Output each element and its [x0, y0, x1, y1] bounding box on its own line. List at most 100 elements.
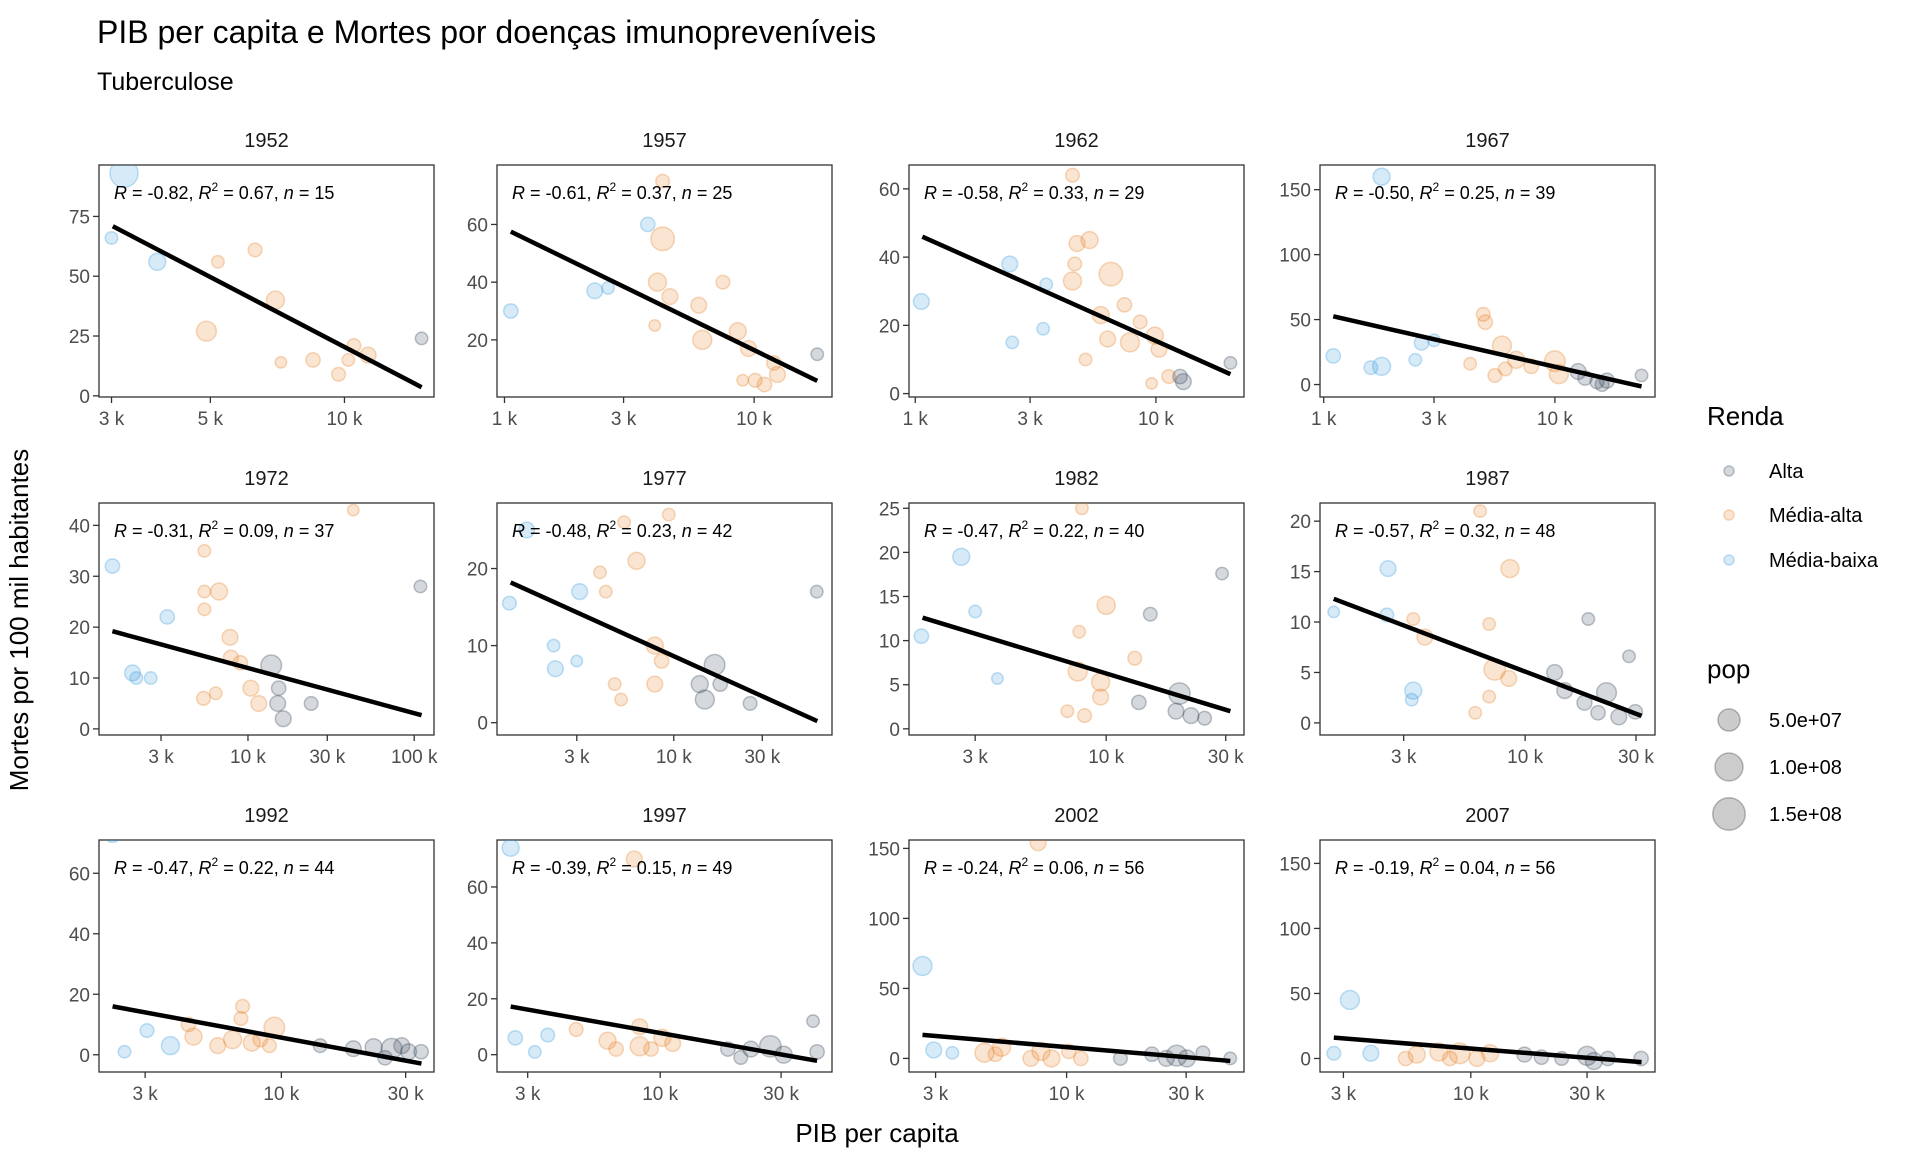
x-tick-label: 5 k [198, 409, 224, 430]
y-tick-label: 20 [467, 560, 488, 581]
data-point-média-alta [1482, 617, 1497, 632]
data-point-alta [303, 695, 319, 712]
annot-r2-value: = 0.04, [1439, 858, 1505, 878]
y-tick-label: 0 [889, 720, 900, 741]
x-tick-label: 10 k [1537, 409, 1573, 430]
data-point-média-alta [1074, 503, 1089, 516]
y-axis-label: Mortes por 100 mil habitantes [4, 449, 34, 792]
facet-strip-label: 1967 [1465, 130, 1510, 152]
facet-strip-label: 1957 [642, 130, 687, 152]
points-layer [104, 165, 429, 390]
regression-line [509, 580, 819, 724]
data-point-média-alta [1072, 624, 1087, 639]
y-tick-label: 10 [1290, 613, 1311, 634]
annot-r2-symbol: R [1009, 521, 1022, 541]
data-point-média-alta [1096, 595, 1116, 616]
annot-n-symbol: n [284, 858, 294, 878]
data-point-alta [274, 710, 292, 728]
data-point-média-alta [646, 675, 664, 693]
y-tick-label: 0 [1300, 714, 1311, 735]
annot-n-symbol: n [1505, 183, 1515, 203]
data-point-média-baixa [1001, 255, 1019, 273]
data-point-alta [1581, 612, 1596, 626]
data-point-média-alta [1072, 1050, 1089, 1067]
legend-size-label: 1.0e+08 [1769, 757, 1842, 779]
data-point-média-alta [1406, 612, 1421, 626]
y-tick-label: 0 [79, 720, 90, 741]
annot-r2-superscript: 2 [610, 855, 617, 869]
x-tick-label: 30 k [1569, 1084, 1605, 1105]
data-point-média-baixa [639, 216, 656, 233]
annot-r-symbol: R [114, 858, 127, 878]
data-point-média-baixa [139, 1022, 155, 1039]
annot-r-value: = -0.82, [127, 183, 199, 203]
data-point-média-alta [1042, 1049, 1061, 1068]
data-point-alta [270, 680, 287, 697]
data-point-média-baixa [912, 292, 930, 311]
data-point-média-baixa [925, 1041, 943, 1059]
data-point-média-baixa [123, 664, 142, 682]
chart-title: PIB per capita e Mortes por doenças imun… [97, 14, 876, 50]
data-point-média-alta [210, 254, 225, 269]
y-tick-label: 5 [889, 676, 900, 697]
data-point-média-alta [1068, 234, 1086, 253]
y-tick-label: 60 [467, 878, 488, 899]
x-tick-label: 30 k [744, 747, 780, 768]
y-tick-label: 40 [879, 248, 900, 269]
data-point-média-alta [1116, 296, 1133, 313]
legend-label: Média-baixa [1769, 550, 1879, 572]
data-point-alta [1130, 694, 1147, 711]
annot-r2-superscript: 2 [212, 180, 219, 194]
regression-line [509, 229, 819, 383]
annot-r2-symbol: R [597, 521, 610, 541]
y-tick-label: 0 [477, 1046, 488, 1067]
annot-n-value: = 15 [294, 183, 335, 203]
annot-r2-superscript: 2 [610, 180, 617, 194]
data-point-média-baixa [143, 671, 158, 686]
y-tick-label: 75 [69, 207, 90, 228]
correlation-annotation: R = -0.19, R2 = 0.04, n = 56 [1335, 855, 1555, 878]
data-point-alta [414, 331, 429, 346]
data-point-alta [742, 695, 758, 711]
data-point-média-baixa [1379, 559, 1397, 578]
annot-r-value: = -0.57, [1348, 521, 1420, 541]
annot-r-symbol: R [512, 521, 525, 541]
annot-r-value: = -0.50, [1348, 183, 1420, 203]
correlation-annotation: R = -0.57, R2 = 0.32, n = 48 [1335, 518, 1555, 541]
regression-line [921, 234, 1232, 377]
annot-r-value: = -0.58, [937, 183, 1009, 203]
data-point-média-alta [747, 372, 763, 388]
data-point-média-alta [643, 1041, 659, 1057]
data-point-alta [1174, 373, 1192, 391]
data-point-média-baixa [990, 672, 1004, 686]
data-point-média-alta [607, 677, 622, 692]
data-point-alta [269, 694, 287, 713]
y-tick-label: 20 [467, 990, 488, 1011]
x-tick-label: 10 k [326, 409, 362, 430]
data-point-média-alta [1161, 368, 1177, 385]
facet-strip-label: 1987 [1465, 468, 1510, 490]
y-tick-label: 40 [467, 934, 488, 955]
data-point-média-baixa [1339, 989, 1361, 1011]
annot-r-symbol: R [924, 521, 937, 541]
facet-strip-label: 1952 [244, 130, 289, 152]
data-point-média-baixa [546, 660, 565, 678]
annot-r2-value: = 0.23, [616, 521, 682, 541]
data-point-média-baixa [1408, 352, 1423, 367]
x-tick-label: 3 k [611, 409, 637, 430]
x-tick-label: 3 k [99, 409, 125, 430]
annot-r2-value: = 0.15, [616, 858, 682, 878]
panel-frame [1319, 502, 1656, 736]
data-point-média-baixa [546, 638, 561, 653]
annot-n-symbol: n [682, 858, 692, 878]
data-point-alta [1182, 706, 1200, 725]
annot-n-value: = 48 [1515, 521, 1556, 541]
annot-r2-symbol: R [1420, 521, 1433, 541]
x-tick-label: 3 k [564, 747, 590, 768]
